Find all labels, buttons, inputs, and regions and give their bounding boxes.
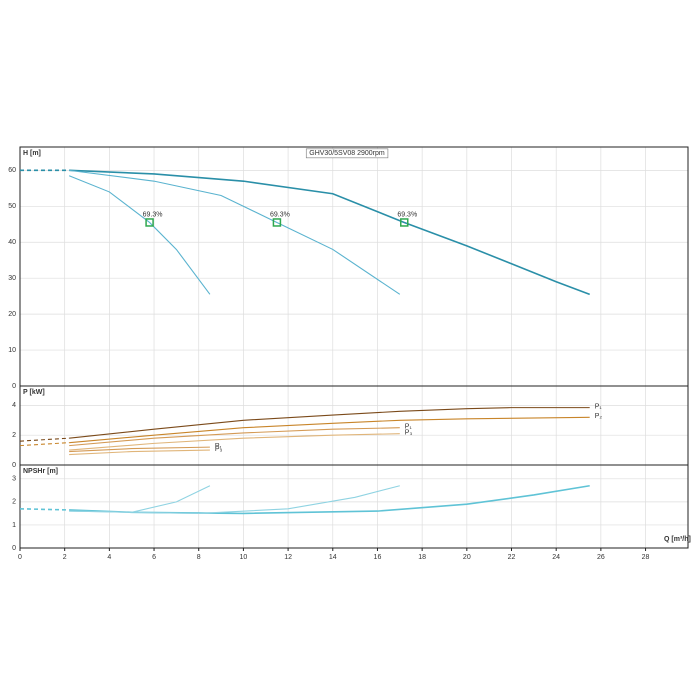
y-axis-label: NPSHr [m] — [23, 468, 58, 475]
efficiency-marker — [272, 218, 282, 227]
efficiency-marker — [145, 218, 154, 227]
y-axis-label: H [m] — [23, 150, 41, 157]
x-tick-label: 10 — [240, 554, 248, 561]
y-tick-label: 4 — [12, 402, 16, 409]
curve — [69, 485, 400, 514]
x-tick-label: 0 — [18, 554, 22, 561]
curve — [69, 169, 590, 296]
x-axis-label: Q [m³/h] — [664, 536, 691, 543]
x-tick-label: 4 — [107, 554, 111, 561]
y-tick-label: 20 — [8, 311, 16, 318]
efficiency-label: 69.3% — [270, 211, 290, 218]
chart-title: GHV30/5SV08 2900rpm — [309, 150, 385, 157]
curve — [19, 442, 70, 447]
x-tick-label: 26 — [597, 554, 605, 561]
curve — [69, 407, 590, 439]
curve-label: P₃ — [405, 430, 413, 437]
curve — [69, 485, 211, 513]
curve — [69, 169, 401, 295]
x-tick-label: 28 — [642, 554, 650, 561]
efficiency-label: 69.3% — [397, 211, 417, 218]
y-tick-label: 0 — [12, 462, 16, 469]
y-tick-label: 0 — [12, 383, 16, 390]
y-tick-label: 30 — [8, 275, 16, 282]
curve — [19, 508, 70, 511]
x-tick-label: 20 — [463, 554, 471, 561]
y-tick-label: 60 — [8, 167, 16, 174]
x-tick-label: 2 — [63, 554, 67, 561]
x-tick-label: 12 — [284, 554, 292, 561]
efficiency-marker — [400, 218, 409, 227]
y-tick-label: 1 — [12, 522, 16, 529]
curve-label: P₂ — [595, 413, 603, 420]
x-tick-label: 24 — [552, 554, 560, 561]
curve — [69, 416, 590, 444]
curve — [19, 437, 70, 442]
curve — [69, 433, 400, 451]
y-tick-label: 50 — [8, 203, 16, 210]
curve — [68, 175, 211, 295]
x-tick-label: 16 — [374, 554, 382, 561]
x-tick-label: 18 — [418, 554, 426, 561]
panel-frame — [19, 385, 689, 466]
y-tick-label: 2 — [12, 499, 16, 506]
y-tick-label: 10 — [8, 347, 16, 354]
x-tick-label: 6 — [152, 554, 156, 561]
title-box — [305, 148, 389, 159]
curve — [69, 446, 210, 453]
curve — [69, 449, 210, 456]
curve-label: P₁ — [405, 424, 413, 431]
efficiency-label: 69.3% — [143, 211, 163, 218]
curve-label: P₁ — [595, 403, 603, 410]
y-tick-label: 0 — [12, 545, 16, 552]
curve-label: P₃ — [215, 446, 223, 453]
curve-label: P₁ — [215, 443, 223, 450]
y-axis-label: P [kW] — [23, 389, 45, 396]
y-tick-label: 40 — [8, 239, 16, 246]
x-tick-label: 14 — [329, 554, 337, 561]
panel-frame — [19, 464, 689, 549]
x-tick-label: 8 — [197, 554, 201, 561]
curve — [69, 427, 400, 447]
y-tick-label: 3 — [12, 476, 16, 483]
x-tick-label: 22 — [508, 554, 516, 561]
y-tick-label: 2 — [12, 432, 16, 439]
